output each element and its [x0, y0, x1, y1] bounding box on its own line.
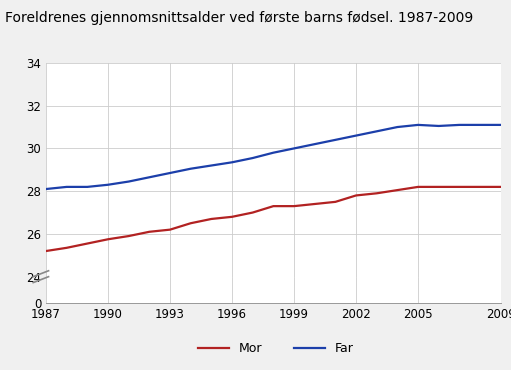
Far	[63, 185, 69, 189]
Far	[188, 166, 194, 171]
Mor	[291, 204, 297, 208]
Mor	[63, 246, 69, 250]
Mor	[353, 193, 359, 198]
Far	[353, 133, 359, 138]
Far	[498, 123, 504, 127]
Mor	[167, 228, 173, 232]
Line: Far: Far	[46, 125, 501, 189]
Legend: Mor, Far: Mor, Far	[193, 337, 359, 360]
Mor	[270, 204, 276, 208]
Mor	[436, 185, 442, 189]
Mor	[43, 249, 49, 253]
Text: Foreldrenes gjennomsnittsalder ved første barns fødsel. 1987-2009: Foreldrenes gjennomsnittsalder ved først…	[5, 11, 473, 25]
Far	[126, 179, 132, 184]
Line: Mor: Mor	[46, 187, 501, 251]
Mor	[374, 191, 380, 195]
Far	[229, 160, 235, 165]
Far	[167, 171, 173, 175]
Far	[291, 146, 297, 151]
Far	[456, 123, 462, 127]
Mor	[312, 202, 318, 206]
Far	[43, 187, 49, 191]
Mor	[250, 210, 256, 215]
Mor	[332, 200, 338, 204]
Far	[270, 151, 276, 155]
Far	[394, 125, 401, 129]
Mor	[84, 241, 90, 246]
Mor	[208, 217, 215, 221]
Mor	[229, 215, 235, 219]
Far	[312, 142, 318, 147]
Far	[332, 138, 338, 142]
Mor	[415, 185, 421, 189]
Mor	[188, 221, 194, 225]
Far	[105, 182, 111, 187]
Far	[84, 185, 90, 189]
Far	[208, 163, 215, 168]
Mor	[456, 185, 462, 189]
Far	[374, 129, 380, 134]
Far	[146, 175, 152, 179]
Far	[436, 124, 442, 128]
Far	[477, 123, 483, 127]
Mor	[498, 185, 504, 189]
Mor	[105, 237, 111, 242]
Mor	[126, 234, 132, 238]
Mor	[146, 229, 152, 234]
Far	[415, 123, 421, 127]
Mor	[477, 185, 483, 189]
Far	[250, 156, 256, 160]
Mor	[394, 188, 401, 192]
